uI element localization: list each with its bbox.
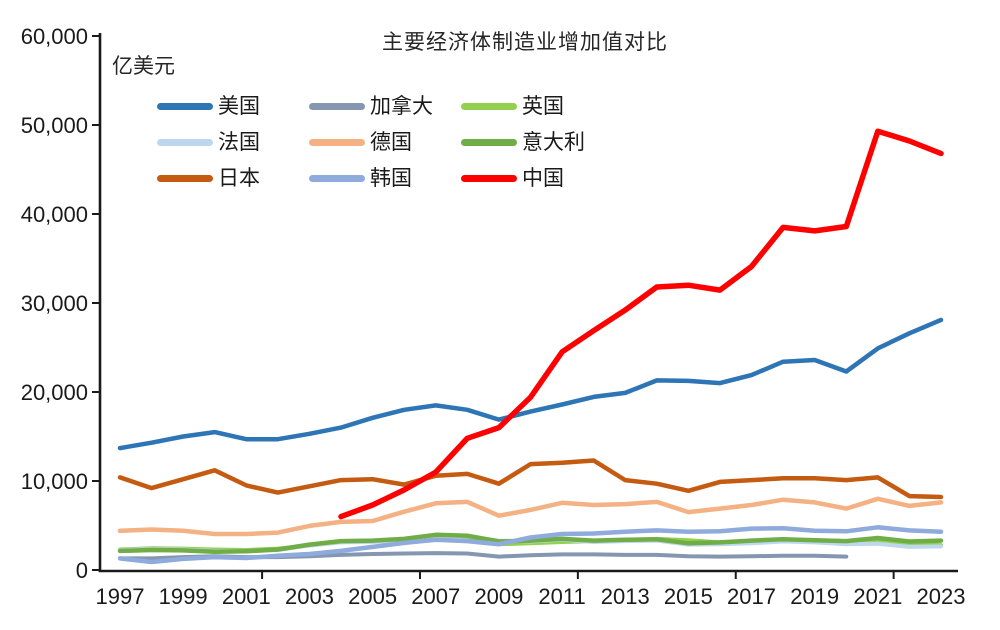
y-axis-tick-label: 20,000 xyxy=(21,380,88,405)
x-axis-tick-label: 2013 xyxy=(601,584,650,609)
series-line-china xyxy=(338,128,944,520)
chart-title: 主要经济体制造业增加值对比 xyxy=(382,31,668,54)
x-axis-tick-label: 2003 xyxy=(285,584,334,609)
series-line-italy xyxy=(117,532,944,555)
series-line-us xyxy=(117,317,944,451)
y-axis-unit-label: 亿美元 xyxy=(112,55,175,78)
y-axis-tick-label: 60,000 xyxy=(21,24,88,49)
x-axis-tick-label: 2015 xyxy=(664,584,713,609)
y-axis-tick-label: 10,000 xyxy=(21,469,88,494)
x-axis-tick-label: 2017 xyxy=(727,584,776,609)
x-axis-tick-label: 2011 xyxy=(538,584,585,609)
x-axis-tick-label: 2023 xyxy=(917,584,966,609)
x-axis-tick-label: 2021 xyxy=(853,584,902,609)
y-axis-tick-label: 0 xyxy=(76,558,88,583)
x-axis-tick-label: 1997 xyxy=(96,584,145,609)
y-axis-tick-label: 30,000 xyxy=(21,291,88,316)
y-axis-tick-label: 50,000 xyxy=(21,113,88,138)
x-axis-tick-label: 2005 xyxy=(348,584,397,609)
series-line-japan xyxy=(117,458,944,500)
series-line-germany xyxy=(117,496,944,537)
y-axis-tick-label: 40,000 xyxy=(21,202,88,227)
x-axis-tick-label: 2009 xyxy=(474,584,523,609)
x-axis-tick-label: 2007 xyxy=(411,584,460,609)
series-line-korea xyxy=(117,525,944,565)
x-axis-tick-label: 2001 xyxy=(222,584,271,609)
x-axis-tick-label: 2019 xyxy=(790,584,839,609)
x-axis-tick-label: 1999 xyxy=(159,584,208,609)
